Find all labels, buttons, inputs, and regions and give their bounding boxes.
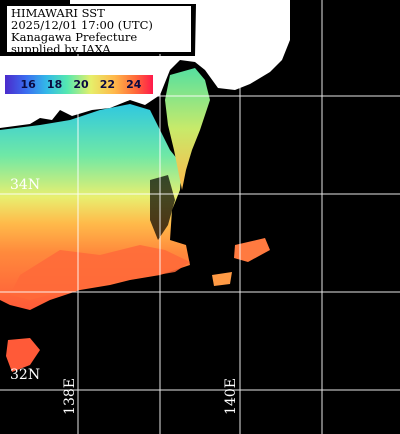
info-region: Kanagawa Prefecture	[11, 30, 138, 44]
info-credit: supplied by JAXA	[11, 42, 111, 56]
legend-tick: 24	[126, 78, 142, 91]
legend-tick: 20	[73, 78, 89, 91]
legend-tick: 22	[99, 78, 116, 91]
lon-label-138e: 138E	[62, 378, 78, 415]
legend-tick: 18	[46, 78, 63, 91]
info-box: HIMAWARI SST 2025/12/01 17:00 (UTC) Kana…	[5, 4, 193, 56]
sst-bay	[165, 68, 210, 190]
sst-patch-east	[234, 238, 270, 262]
color-legend: 16 18 20 22 24	[4, 74, 154, 95]
lon-label-140e: 140E	[223, 378, 239, 415]
lat-label-34n: 34N	[10, 177, 41, 193]
sst-warm-core	[10, 245, 190, 300]
sst-patch-east2	[212, 272, 232, 286]
info-datetime: 2025/12/01 17:00 (UTC)	[11, 18, 153, 32]
legend-tick: 16	[20, 78, 36, 91]
land-izu	[150, 175, 175, 240]
sst-patch-south	[6, 338, 40, 372]
info-title: HIMAWARI SST	[11, 6, 105, 20]
lat-label-32n: 32N	[10, 367, 41, 383]
